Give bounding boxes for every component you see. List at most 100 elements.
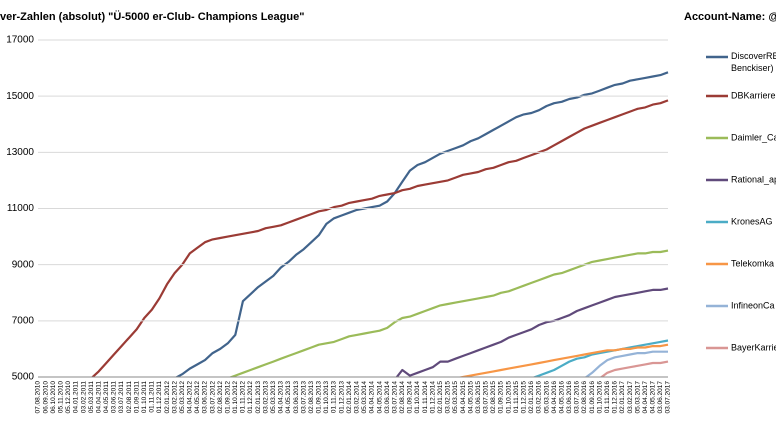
x-tick-label: 01.12.2015 <box>521 381 528 414</box>
x-tick-label: 05.03.2013 <box>270 381 277 414</box>
x-tick-label: 04.04.2017 <box>642 381 649 414</box>
x-tick-label: 04.05.2016 <box>558 381 565 414</box>
x-tick-label: 02.01.2017 <box>619 381 626 414</box>
legend-label: DBKarriere <box>731 90 776 100</box>
series-line <box>584 350 668 377</box>
x-tick-label: 03.02.2017 <box>627 381 634 414</box>
x-tick-label: 02.08.2015 <box>490 381 497 414</box>
legend-label: Rational_ap <box>731 174 776 184</box>
x-tick-label: 01.09.2016 <box>589 381 596 414</box>
x-tick-label: 04.04.2013 <box>278 381 285 414</box>
x-tick-label: 05.03.2017 <box>634 381 641 414</box>
x-tick-label: 01.10.2013 <box>323 381 330 414</box>
x-tick-label: 04.04.2016 <box>551 381 558 414</box>
x-tick-label: 01.12.2011 <box>156 381 163 413</box>
x-tick-label: 01.09.2013 <box>316 381 323 414</box>
x-tick-label: 04.04.2012 <box>187 381 194 414</box>
x-tick-label: 01.12.2014 <box>429 381 436 414</box>
x-tick-label: 04.01.2011 <box>73 381 80 413</box>
x-tick-label: 03.07.2013 <box>300 381 307 414</box>
series-line <box>174 71 669 377</box>
plot-area <box>90 71 669 377</box>
x-tick-label: 01.11.2012 <box>240 381 247 413</box>
x-tick-label: 05.03.2012 <box>179 381 186 414</box>
x-tick-label: 01.10.2015 <box>505 381 512 414</box>
x-tick-label: 03.02.2012 <box>171 381 178 414</box>
x-tick-label: 04.04.2015 <box>460 381 467 414</box>
x-tick-label: 06.10.2010 <box>50 381 57 414</box>
x-tick-label: 03.06.2011 <box>111 381 118 413</box>
x-tick-label: 03.06.2017 <box>657 381 664 414</box>
y-tick-label: 17000 <box>6 35 34 46</box>
x-tick-label: 02.08.2014 <box>399 381 406 414</box>
x-tick-label: 01.11.2011 <box>149 381 156 413</box>
x-tick-label: 05.03.2016 <box>543 381 550 414</box>
series-line <box>90 99 669 377</box>
series-line <box>599 360 669 377</box>
x-tick-label: 01.10.2011 <box>141 381 148 413</box>
y-tick-label: 9000 <box>12 259 35 270</box>
x-tick-label: 01.12.2016 <box>612 381 619 414</box>
x-tick-label: 01.11.2013 <box>331 381 338 413</box>
x-tick-label: 05.03.2011 <box>88 381 95 413</box>
x-tick-label: 04.05.2012 <box>194 381 201 414</box>
y-tick-label: 15000 <box>6 91 34 102</box>
legend-label: Telekomka <box>731 258 774 268</box>
x-tick-label: 03.06.2015 <box>475 381 482 414</box>
series-line <box>532 339 669 377</box>
x-tick-label: 03.07.2016 <box>574 381 581 414</box>
x-tick-label: 01.09.2011 <box>133 381 140 413</box>
x-tick-label: 03.06.2016 <box>566 381 573 414</box>
series-line <box>228 249 669 377</box>
x-tick-label: 03.02.2016 <box>536 381 543 414</box>
legend-label: KronesAG <box>731 216 773 226</box>
y-tick-label: 11000 <box>7 203 35 214</box>
x-tick-label: 04.04.2011 <box>95 381 102 413</box>
x-tick-label: 02.08.2011 <box>126 381 133 413</box>
x-tick-label: 02.01.2014 <box>346 381 353 414</box>
x-tick-label: 03.06.2012 <box>202 381 209 414</box>
x-tick-label: 01.12.2013 <box>338 381 345 414</box>
x-tick-label: 03.07.2011 <box>118 381 125 413</box>
x-tick-label: 01.11.2016 <box>604 381 611 413</box>
x-tick-label: 01.09.2015 <box>498 381 505 414</box>
x-tick-label: 02.01.2015 <box>437 381 444 414</box>
y-tick-label: 5000 <box>12 372 35 383</box>
x-tick-label: 05.11.2010 <box>57 381 64 413</box>
x-tick-label: 02.01.2013 <box>255 381 262 414</box>
x-tick-label: 01.11.2014 <box>422 381 429 413</box>
series-line <box>395 287 669 377</box>
y-tick-label: 7000 <box>12 315 35 326</box>
x-tick-label: 04.05.2011 <box>103 381 110 413</box>
x-tick-label: 05.03.2015 <box>452 381 459 414</box>
y-tick-label: 13000 <box>6 147 34 158</box>
legend-label: BayerKarrie <box>731 342 776 352</box>
x-tick-label: 04.05.2015 <box>467 381 474 414</box>
x-tick-label: 07.08.2010 <box>35 381 42 414</box>
x-tick-label: 04.05.2013 <box>285 381 292 414</box>
x-tick-label: 01.10.2012 <box>232 381 239 414</box>
x-tick-label: 02.08.2012 <box>217 381 224 414</box>
x-tick-label: 01.09.2012 <box>224 381 231 414</box>
legend-label: Daimler_Ca <box>731 132 776 142</box>
legend-label: InfineonCa <box>731 300 775 310</box>
x-tick-label: 03.02.2013 <box>262 381 269 414</box>
x-tick-label: 01.10.2016 <box>596 381 603 414</box>
x-tick-label: 05.03.2014 <box>361 381 368 414</box>
x-tick-label: 04.04.2014 <box>369 381 376 414</box>
x-tick-label: 03.07.2012 <box>209 381 216 414</box>
x-tick-label: 02.01.2012 <box>164 381 171 414</box>
chart-title: ver-Zahlen (absolut) "Ü-5000 er-Club- Ch… <box>0 10 304 23</box>
x-tick-label: 03.06.2013 <box>293 381 300 414</box>
x-tick-label: 03.07.2014 <box>391 381 398 414</box>
x-tick-label: 03.06.2014 <box>384 381 391 414</box>
legend-title: Account-Name: @... <box>684 11 776 23</box>
x-tick-label: 06.09.2010 <box>42 381 49 414</box>
x-tick-label: 03.02.2011 <box>80 381 87 413</box>
series-line <box>457 343 669 377</box>
x-tick-label: 01.10.2014 <box>414 381 421 414</box>
x-tick-label: 04.05.2014 <box>376 381 383 414</box>
x-tick-label: 05.12.2010 <box>65 381 72 414</box>
x-tick-label: 02.08.2016 <box>581 381 588 414</box>
